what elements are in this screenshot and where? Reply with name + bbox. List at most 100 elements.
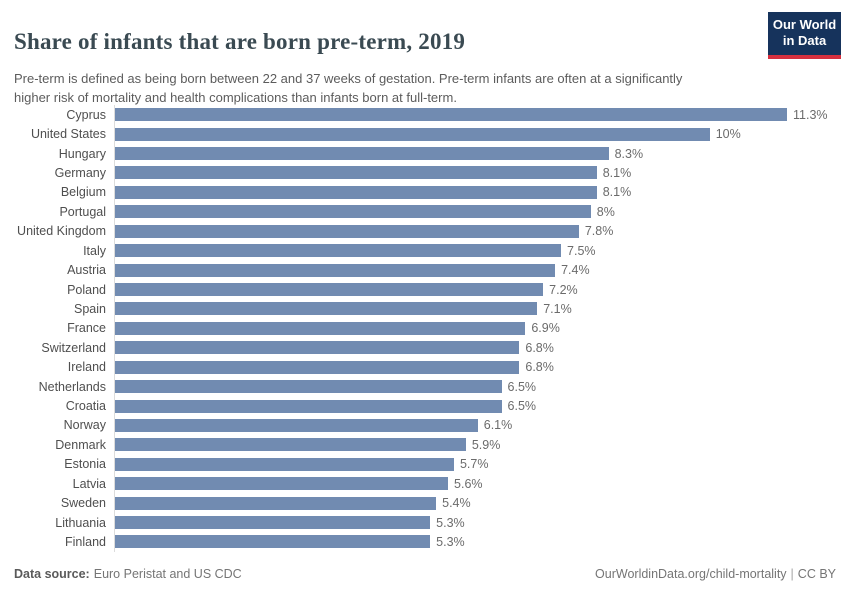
bar-row: Norway 6.1% xyxy=(0,415,850,436)
bar-track: 5.9% xyxy=(114,435,850,455)
value-label: 8.1% xyxy=(602,165,632,180)
owid-url-link[interactable]: OurWorldinData.org/child-mortality xyxy=(595,567,787,581)
bar-track: 6.5% xyxy=(114,376,850,397)
bar-row: France 6.9% xyxy=(0,318,850,339)
value-label: 5.3% xyxy=(436,534,465,549)
bar-row: Ireland 6.8% xyxy=(0,357,850,377)
country-label: Cyprus xyxy=(66,107,106,122)
bar xyxy=(115,399,502,413)
bar-chart: Cyprus 11.3% United States 10% Hungary 8.3% Ge… xyxy=(0,105,850,552)
bar-track: 7.1% xyxy=(114,299,850,319)
country-label: Finland xyxy=(65,534,106,549)
bar xyxy=(115,380,502,394)
bar-track: 10% xyxy=(114,124,850,144)
country-label: Switzerland xyxy=(41,340,106,355)
value-label: 7.2% xyxy=(549,282,578,297)
bar-row: Italy 7.5% xyxy=(0,240,850,261)
country-label: Germany xyxy=(54,165,106,180)
footer-separator: | xyxy=(790,567,794,581)
value-label: 11.3% xyxy=(793,107,828,122)
value-label: 7.8% xyxy=(584,224,614,239)
bar xyxy=(115,535,431,549)
bar-row: Hungary 8.3% xyxy=(0,143,850,164)
bar-track: 6.8% xyxy=(114,357,850,377)
footer-credits: OurWorldinData.org/child-mortality | CC BY xyxy=(595,567,836,581)
country-label: France xyxy=(67,321,106,336)
data-source-value: Euro Peristat and US CDC xyxy=(93,567,242,581)
country-label: Hungary xyxy=(58,146,106,161)
value-label: 5.3% xyxy=(436,515,465,530)
bar-track: 5.4% xyxy=(114,493,850,513)
value-label: 5.6% xyxy=(454,476,483,491)
data-source-label: Data source: xyxy=(14,567,90,581)
bar xyxy=(115,224,579,238)
bar-row: Netherlands 6.5% xyxy=(0,376,850,397)
bar-track: 7.4% xyxy=(114,260,850,280)
bar xyxy=(115,147,609,161)
bar xyxy=(115,205,591,219)
country-label: Netherlands xyxy=(38,379,106,394)
bar-track: 7.8% xyxy=(114,221,850,241)
bar-row: Austria 7.4% xyxy=(0,260,850,280)
owid-logo[interactable]: Our World in Data xyxy=(768,12,841,59)
bar-track: 5.3% xyxy=(114,512,850,533)
owid-logo-line2: in Data xyxy=(782,33,827,49)
bar-row: Estonia 5.7% xyxy=(0,454,850,475)
license-link[interactable]: CC BY xyxy=(797,567,836,581)
bar-track: 7.5% xyxy=(114,240,850,261)
bar xyxy=(115,166,597,180)
bar xyxy=(115,516,431,530)
value-label: 7.5% xyxy=(567,243,596,258)
bar-track: 6.5% xyxy=(114,396,850,416)
country-label: Estonia xyxy=(64,457,106,472)
country-label: Austria xyxy=(67,263,106,278)
bar-row: United States 10% xyxy=(0,124,850,144)
value-label: 8.3% xyxy=(614,146,644,161)
bar xyxy=(115,438,466,452)
bar-track: 6.9% xyxy=(114,318,850,339)
chart-footer: Data source: Euro Peristat and US CDC Our… xyxy=(14,567,836,581)
value-label: 5.9% xyxy=(471,437,501,452)
value-label: 7.4% xyxy=(561,263,590,278)
country-label: Croatia xyxy=(65,399,106,414)
bar-row: Belgium 8.1% xyxy=(0,182,850,203)
value-label: 5.4% xyxy=(442,496,471,511)
bar-row: Cyprus 11.3% xyxy=(0,105,850,125)
bar xyxy=(115,496,437,510)
bar xyxy=(115,477,449,491)
data-source: Data source: Euro Peristat and US CDC xyxy=(14,567,242,581)
country-label: Latvia xyxy=(72,476,106,491)
value-label: 6.5% xyxy=(507,379,537,394)
bar xyxy=(115,127,710,141)
bar xyxy=(115,283,544,296)
bar-row: Spain 7.1% xyxy=(0,299,850,319)
bar xyxy=(115,341,520,355)
bar-track: 8% xyxy=(114,202,850,222)
bar xyxy=(115,418,478,432)
value-label: 6.5% xyxy=(507,399,537,414)
bar-track: 5.6% xyxy=(114,474,850,494)
value-label: 6.9% xyxy=(531,321,560,336)
bar-row: Portugal 8% xyxy=(0,202,850,222)
value-label: 10% xyxy=(715,127,741,142)
bar xyxy=(115,302,538,316)
bar xyxy=(115,457,454,471)
bar-track: 6.1% xyxy=(114,415,850,436)
bar xyxy=(115,321,526,335)
country-label: Sweden xyxy=(60,496,106,511)
bar-track: 6.8% xyxy=(114,338,850,358)
bar-row: Croatia 6.5% xyxy=(0,396,850,416)
country-label: Italy xyxy=(83,243,106,258)
owid-logo-line1: Our World xyxy=(772,17,837,32)
bar xyxy=(115,360,520,374)
bar-track: 11.3% xyxy=(114,105,850,125)
bar-track: 8.3% xyxy=(114,143,850,164)
country-label: Ireland xyxy=(67,360,106,375)
chart-subtitle: Pre-term is defined as being born betwee… xyxy=(14,71,683,105)
value-label: 8% xyxy=(596,204,615,219)
bar-row: Finland 5.3% xyxy=(0,532,850,552)
bar-track: 8.1% xyxy=(114,163,850,183)
country-label: Lithuania xyxy=(55,515,106,530)
chart-title: Share of infants that are born pre-term,… xyxy=(14,29,466,55)
bar-track: 8.1% xyxy=(114,182,850,203)
